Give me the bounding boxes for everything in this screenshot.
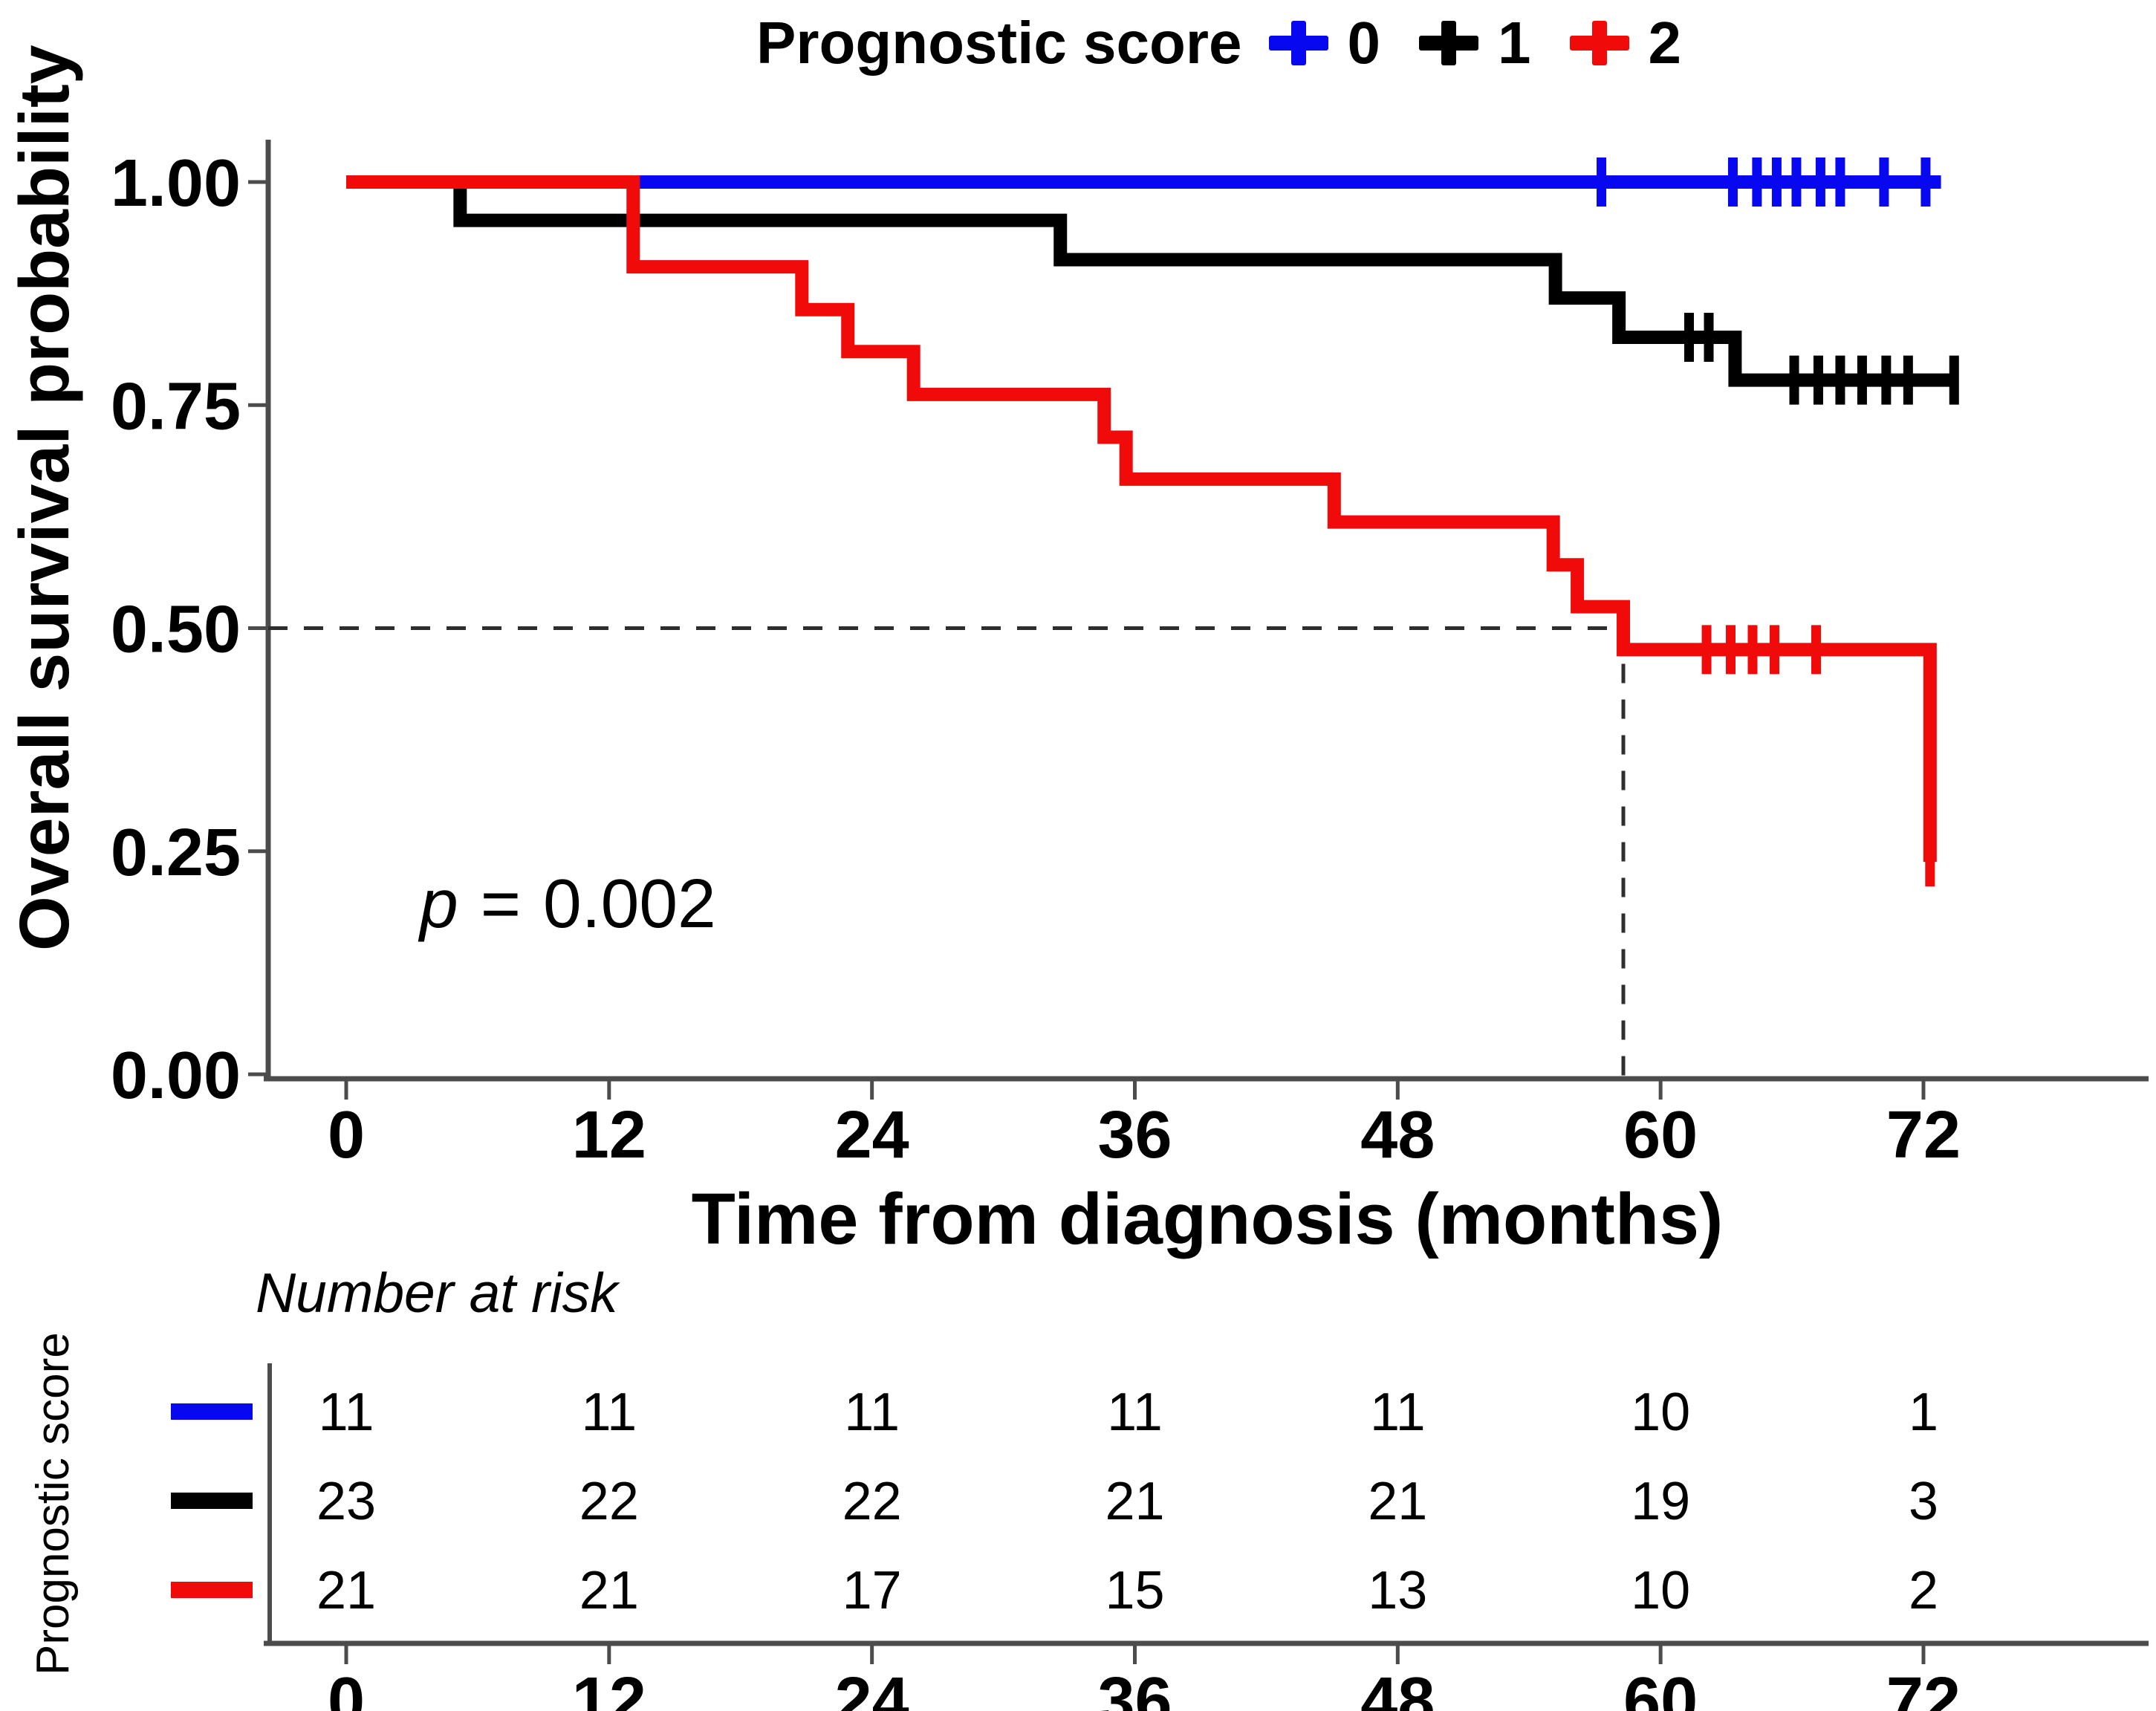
legend-label-1: 1 [1498, 10, 1531, 76]
legend-plus-icon [1419, 21, 1479, 65]
risk-row-swatch-1 [171, 1493, 253, 1509]
legend-symbol-tick [1441, 21, 1457, 65]
legend-symbol-tick [1290, 21, 1306, 65]
risk-count-0: 11 [581, 1383, 637, 1442]
risk-axis-tick-label: 12 [572, 1664, 646, 1711]
y-tick-label: 0.25 [111, 816, 241, 890]
risk-count-1: 19 [1631, 1472, 1690, 1531]
p-value-number: 0.002 [543, 865, 716, 942]
risk-count-2: 13 [1368, 1561, 1427, 1620]
legend-symbol-tick [1591, 21, 1607, 65]
p-value-symbol: p [420, 865, 458, 942]
x-tick-label: 36 [1097, 1098, 1172, 1172]
risk-table-title: Number at risk [256, 1262, 618, 1324]
risk-count-2: 10 [1631, 1561, 1690, 1620]
legend-items: 0 1 2 [1268, 9, 1682, 77]
p-value-annotation: p = 0.002 [420, 864, 716, 944]
legend-label-0: 0 [1347, 10, 1381, 76]
x-tick-label: 24 [835, 1098, 909, 1172]
risk-count-0: 11 [844, 1383, 900, 1442]
risk-axis-tick-label: 36 [1097, 1664, 1172, 1711]
risk-count-0: 11 [1370, 1383, 1426, 1442]
survival-curve-2 [346, 175, 1937, 863]
risk-axis-tick-label: 72 [1886, 1664, 1961, 1711]
risk-count-1: 21 [1105, 1472, 1164, 1531]
y-tick-label: 0.75 [111, 369, 241, 444]
legend-plus-icon [1268, 21, 1328, 65]
legend-plus-icon [1569, 21, 1629, 65]
risk-count-0: 10 [1631, 1383, 1690, 1442]
risk-count-2: 2 [1909, 1561, 1938, 1620]
risk-axis-tick-label: 0 [328, 1664, 365, 1711]
x-axis-title: Time from diagnosis (months) [691, 1178, 1724, 1259]
p-value-operator: = [480, 865, 522, 942]
risk-count-1: 22 [842, 1472, 902, 1531]
legend-title: Prognostic score [756, 10, 1242, 76]
risk-count-0: 11 [319, 1383, 374, 1442]
risk-count-1: 22 [579, 1472, 639, 1531]
risk-axis-tick-label: 60 [1623, 1664, 1698, 1711]
legend: Prognostic score 0 1 2 [756, 4, 1681, 82]
risk-axis-tick-label: 24 [835, 1664, 909, 1711]
legend-item-0: 0 [1268, 9, 1381, 77]
risk-count-2: 21 [579, 1561, 639, 1620]
x-tick-label: 48 [1360, 1098, 1435, 1172]
x-tick-label: 0 [328, 1098, 365, 1172]
risk-axis-tick-label: 48 [1360, 1664, 1435, 1711]
risk-count-2: 15 [1105, 1561, 1164, 1620]
legend-item-2: 2 [1569, 9, 1682, 77]
risk-count-0: 11 [1107, 1383, 1163, 1442]
x-tick-label: 60 [1623, 1098, 1698, 1172]
legend-label-2: 2 [1648, 10, 1682, 76]
risk-count-1: 23 [316, 1472, 376, 1531]
y-axis-title: Overall survival probability [5, 45, 84, 951]
risk-count-1: 3 [1909, 1472, 1938, 1531]
risk-count-2: 21 [316, 1561, 376, 1620]
risk-row-swatch-2 [171, 1582, 253, 1598]
risk-count-1: 21 [1368, 1472, 1427, 1531]
risk-table-axis-label: Prognostic score [27, 1332, 79, 1675]
survival-curve-1 [346, 175, 1957, 387]
risk-count-0: 1 [1909, 1383, 1938, 1442]
risk-count-2: 17 [842, 1561, 902, 1620]
y-tick-label: 1.00 [111, 146, 241, 221]
risk-row-swatch-0 [171, 1403, 253, 1420]
y-tick-label: 0.00 [111, 1039, 241, 1113]
legend-item-1: 1 [1419, 9, 1531, 77]
x-tick-label: 72 [1886, 1098, 1961, 1172]
x-tick-label: 12 [572, 1098, 646, 1172]
y-tick-label: 0.50 [111, 593, 241, 667]
